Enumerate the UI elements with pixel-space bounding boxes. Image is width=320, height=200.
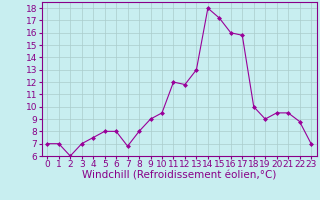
X-axis label: Windchill (Refroidissement éolien,°C): Windchill (Refroidissement éolien,°C)	[82, 171, 276, 181]
